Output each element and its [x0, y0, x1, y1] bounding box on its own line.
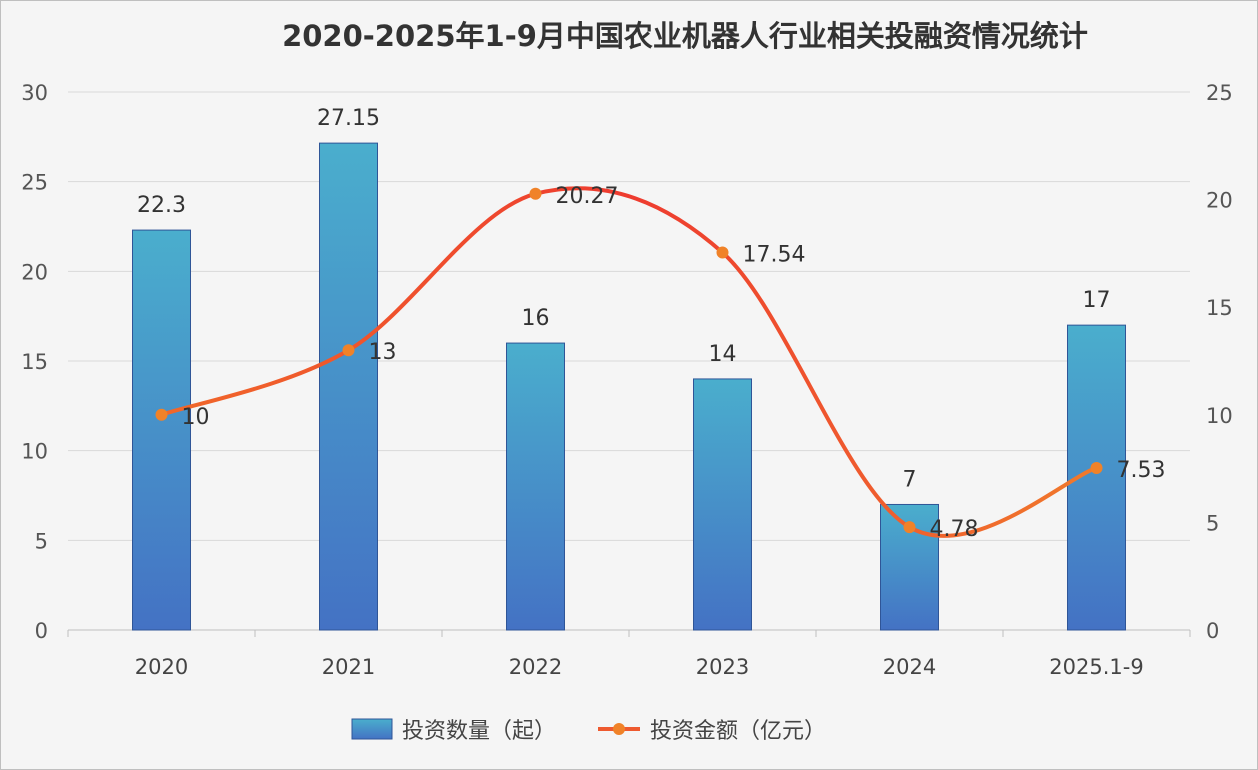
line-marker [1090, 461, 1103, 474]
x-tick-label: 2021 [322, 655, 375, 679]
legend-line-marker [613, 723, 625, 735]
bar [693, 378, 752, 631]
bar [506, 342, 565, 631]
line-series [160, 186, 1098, 538]
x-tick-label: 2025.1-9 [1049, 655, 1143, 679]
left-tick-label: 30 [21, 81, 48, 105]
right-tick-label: 20 [1206, 189, 1233, 213]
line-marker [529, 187, 542, 200]
left-tick-label: 10 [21, 440, 48, 464]
left-tick-label: 5 [35, 529, 48, 553]
left-tick-label: 25 [21, 171, 48, 195]
line-data-label: 10 [182, 405, 210, 430]
line-marker [342, 344, 355, 357]
line-data-label: 13 [369, 340, 397, 365]
left-tick-label: 20 [21, 260, 48, 284]
line-data-label: 7.53 [1117, 458, 1166, 483]
bar [319, 142, 378, 631]
line-marker [903, 521, 916, 534]
right-tick-label: 10 [1206, 404, 1233, 428]
bar-data-label: 22.3 [137, 193, 186, 218]
bar-data-label: 16 [522, 306, 550, 331]
line-data-label: 4.78 [930, 517, 979, 542]
left-tick-label: 0 [35, 619, 48, 643]
line-data-label: 17.54 [743, 243, 806, 268]
x-tick-label: 2024 [883, 655, 936, 679]
right-tick-label: 25 [1206, 81, 1233, 105]
bar-data-label: 27.15 [317, 106, 380, 131]
bar-data-label: 7 [903, 467, 917, 492]
bar [132, 229, 191, 631]
line-data-label: 20.27 [556, 184, 619, 209]
bar-data-label: 14 [709, 342, 737, 367]
line-marker [716, 246, 729, 259]
bar-data-label: 17 [1083, 288, 1111, 313]
x-tick-label: 2023 [696, 655, 749, 679]
right-tick-label: 0 [1206, 619, 1219, 643]
legend: 投资数量（起） 投资金额（亿元） [351, 718, 826, 744]
legend-bar-swatch [351, 718, 393, 740]
x-tick-label: 2020 [135, 655, 188, 679]
left-tick-label: 15 [21, 350, 48, 374]
line-marker [155, 408, 168, 421]
legend-line-label: 投资金额（亿元） [650, 719, 826, 744]
chart-title: 2020-2025年1-9月中国农业机器人行业相关投融资情况统计 [282, 19, 1088, 53]
right-tick-label: 15 [1206, 296, 1233, 320]
right-tick-label: 5 [1206, 511, 1219, 535]
legend-bar-label: 投资数量（起） [402, 719, 556, 744]
x-tick-label: 2022 [509, 655, 562, 679]
